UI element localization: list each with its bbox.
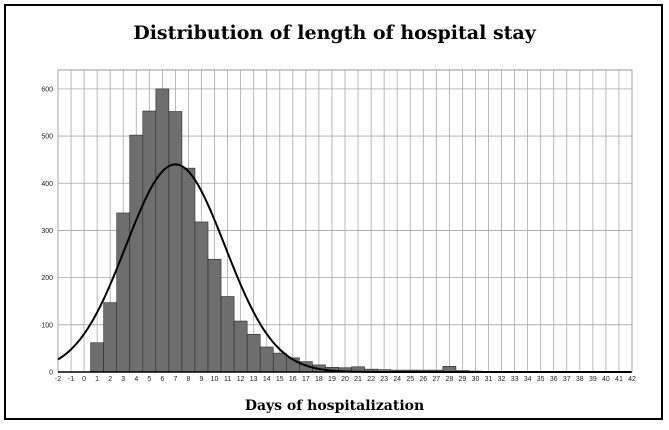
x-tick-label: 24 xyxy=(393,376,401,383)
bar xyxy=(233,320,248,373)
x-tick-label: 33 xyxy=(511,376,519,383)
bar xyxy=(246,333,261,373)
bar xyxy=(220,296,235,373)
x-tick-label: 16 xyxy=(289,376,297,383)
x-tick-label: 42 xyxy=(628,376,636,383)
x-tick-label: 1 xyxy=(95,376,99,383)
x-tick-label: 21 xyxy=(354,376,362,383)
x-tick-label: 0 xyxy=(82,376,86,383)
y-tick-label: 200 xyxy=(41,275,53,282)
x-tick-labels: -2 -1 0 1 2 3 4 5 6 7 8 9 10 11 12 13 14 15 16 17 18 19 20 21 22… xyxy=(55,376,636,383)
x-tick-label: 9 xyxy=(200,376,204,383)
x-tick-label: 19 xyxy=(328,376,336,383)
x-tick-label: 36 xyxy=(550,376,558,383)
x-tick-label: 4 xyxy=(134,376,138,383)
x-axis-label: Days of hospitalization xyxy=(244,398,425,414)
x-tick-label: 35 xyxy=(537,376,545,383)
x-tick-label: 30 xyxy=(472,376,480,383)
x-tick-label: 12 xyxy=(237,376,245,383)
bar xyxy=(155,88,170,373)
x-tick-label: 6 xyxy=(160,376,164,383)
x-tick-label: 26 xyxy=(419,376,427,383)
x-tick-label: 7 xyxy=(173,376,177,383)
bar xyxy=(116,212,131,373)
bar xyxy=(194,221,209,373)
x-tick-label: 10 xyxy=(211,376,219,383)
x-tick-label: 15 xyxy=(276,376,284,383)
chart-title: Distribution of length of hospital stay xyxy=(133,22,536,44)
x-tick-label: 23 xyxy=(380,376,388,383)
x-tick-label: 22 xyxy=(367,376,375,383)
y-tick-label: 100 xyxy=(41,322,53,329)
x-tick-label: 40 xyxy=(602,376,610,383)
bar xyxy=(181,167,196,373)
x-tick-label: -2 xyxy=(55,376,61,383)
y-tick-label: 500 xyxy=(41,134,53,141)
bar xyxy=(259,346,274,373)
y-tick-label: 400 xyxy=(41,181,53,188)
x-tick-label: 32 xyxy=(498,376,506,383)
bar xyxy=(168,111,183,373)
x-tick-label: 28 xyxy=(445,376,453,383)
x-tick-label: 29 xyxy=(459,376,467,383)
x-tick-label: 38 xyxy=(576,376,584,383)
x-tick-label: 37 xyxy=(563,376,571,383)
bar xyxy=(129,134,144,373)
x-tick-label: 14 xyxy=(263,376,271,383)
x-tick-label: 2 xyxy=(108,376,112,383)
x-tick-label: 18 xyxy=(315,376,323,383)
x-tick-label: 41 xyxy=(615,376,623,383)
y-tick-labels: 0 100 200 300 400 500 600 xyxy=(41,86,53,376)
x-tick-label: 3 xyxy=(121,376,125,383)
y-tick-label: 0 xyxy=(49,370,53,377)
x-tick-label: 5 xyxy=(147,376,151,383)
bars xyxy=(90,88,483,373)
x-tick-label: 39 xyxy=(589,376,597,383)
x-tick-label: 20 xyxy=(341,376,349,383)
bar xyxy=(207,258,222,373)
bar xyxy=(272,352,287,373)
x-tick-label: 31 xyxy=(485,376,493,383)
bar xyxy=(142,110,157,373)
x-tick-label: -1 xyxy=(68,376,74,383)
y-tick-label: 600 xyxy=(41,86,53,93)
y-tick-label: 300 xyxy=(41,228,53,235)
x-tick-label: 34 xyxy=(524,376,532,383)
bar xyxy=(103,302,118,373)
x-tick-label: 13 xyxy=(250,376,258,383)
x-tick-label: 11 xyxy=(224,376,231,383)
x-tick-label: 17 xyxy=(302,376,310,383)
x-tick-label: 25 xyxy=(406,376,414,383)
x-tick-label: 8 xyxy=(187,376,191,383)
x-tick-label: 27 xyxy=(432,376,440,383)
bar xyxy=(90,342,104,373)
